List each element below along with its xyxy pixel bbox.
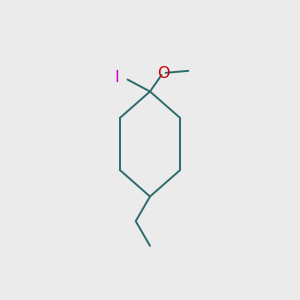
Text: O: O (157, 66, 169, 81)
Text: I: I (114, 70, 119, 85)
